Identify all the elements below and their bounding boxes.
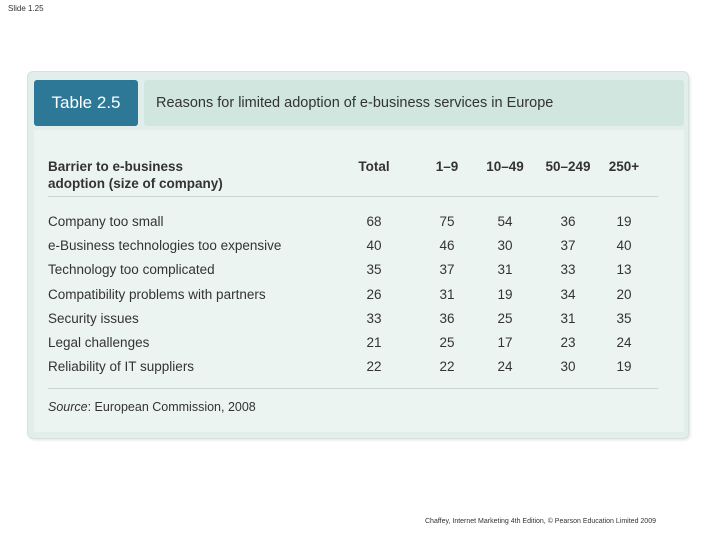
table-cell: 24: [497, 359, 513, 374]
table-cell: 24: [616, 335, 632, 350]
table-cell: 13: [616, 262, 632, 277]
table-cell: 22: [439, 359, 455, 374]
table-cell: 25: [497, 311, 513, 326]
table-cell: 23: [560, 335, 576, 350]
column-header-1-9: 1–9: [435, 159, 459, 174]
table-cell: 75: [439, 214, 455, 229]
table-body-background: [34, 130, 684, 432]
source-note: Source: European Commission, 2008: [48, 400, 256, 414]
table-cell: 37: [439, 262, 455, 277]
table-cell: 26: [366, 287, 382, 302]
table-cell: 25: [439, 335, 455, 350]
table-cell: 46: [439, 238, 455, 253]
table-cell: 20: [616, 287, 632, 302]
table-number-badge: Table 2.5: [34, 80, 138, 126]
header-divider: [48, 196, 658, 197]
table-cell: 37: [560, 238, 576, 253]
table-row-label: Reliability of IT suppliers: [48, 359, 195, 374]
table-cell: 35: [366, 262, 382, 277]
table-cell: 68: [366, 214, 382, 229]
table-cell: 22: [366, 359, 382, 374]
table-cell: 31: [439, 287, 455, 302]
table-cell: 19: [616, 214, 632, 229]
table-cell: 21: [366, 335, 382, 350]
slide-number: Slide 1.25: [8, 4, 44, 13]
table-row-label: e-Business technologies too expensive: [48, 238, 282, 253]
source-prefix: Source: [48, 400, 88, 414]
table-cell: 36: [439, 311, 455, 326]
copyright-footer: Chaffey, Internet Marketing 4th Edition,…: [425, 518, 656, 525]
table-cell: 17: [497, 335, 513, 350]
row-header-line-2: adoption (size of company): [48, 176, 223, 191]
column-header-250-plus: 250+: [608, 159, 640, 174]
column-header-total: Total: [358, 159, 390, 174]
table-cell: 35: [616, 311, 632, 326]
table-row-label: Compatibility problems with partners: [48, 287, 266, 302]
column-header-10-49: 10–49: [486, 159, 524, 174]
table-cell: 54: [497, 214, 513, 229]
table-cell: 34: [560, 287, 576, 302]
source-text: : European Commission, 2008: [87, 400, 256, 414]
table-cell: 40: [616, 238, 632, 253]
table-cell: 31: [497, 262, 513, 277]
table-cell: 19: [497, 287, 513, 302]
table-cell: 30: [497, 238, 513, 253]
footer-divider: [48, 388, 658, 389]
table-row-label: Legal challenges: [48, 335, 150, 350]
table-cell: 31: [560, 311, 576, 326]
row-header-label: Barrier to e-business adoption (size of …: [48, 158, 223, 192]
table-cell: 36: [560, 214, 576, 229]
row-header-line-1: Barrier to e-business: [48, 159, 184, 174]
table-cell: 19: [616, 359, 632, 374]
table-row-label: Technology too complicated: [48, 262, 215, 277]
table-cell: 40: [366, 238, 382, 253]
table-row-label: Security issues: [48, 311, 139, 326]
column-header-50-249: 50–249: [545, 159, 591, 174]
table-caption: Reasons for limited adoption of e-busine…: [144, 80, 684, 126]
table-cell: 33: [366, 311, 382, 326]
table-cell: 33: [560, 262, 576, 277]
table-frame: Table 2.5 Reasons for limited adoption o…: [28, 72, 688, 438]
table-row-label: Company too small: [48, 214, 164, 229]
table-cell: 30: [560, 359, 576, 374]
